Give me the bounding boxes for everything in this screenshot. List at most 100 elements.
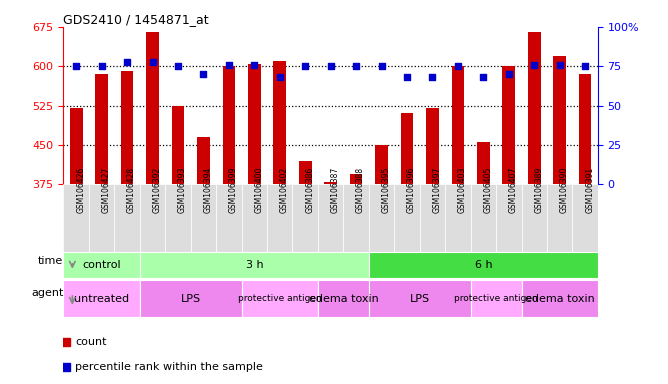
Point [504, 71, 514, 77]
Point [376, 63, 387, 69]
FancyBboxPatch shape [496, 184, 522, 252]
FancyBboxPatch shape [63, 184, 89, 252]
FancyBboxPatch shape [140, 252, 369, 278]
Text: protective antigen: protective antigen [454, 294, 538, 303]
Text: GSM106400: GSM106400 [255, 167, 263, 213]
Point [529, 61, 540, 68]
Bar [197, 137, 210, 184]
Bar [477, 142, 490, 184]
Point [325, 63, 336, 69]
Text: GSM106388: GSM106388 [356, 167, 365, 213]
Text: GSM106428: GSM106428 [127, 167, 136, 213]
Bar [578, 74, 591, 184]
Point [478, 74, 489, 80]
Text: control: control [82, 260, 121, 270]
Text: agent: agent [31, 288, 63, 298]
Text: GSM106394: GSM106394 [204, 167, 212, 213]
Bar [146, 32, 159, 184]
FancyBboxPatch shape [522, 280, 598, 317]
FancyBboxPatch shape [242, 184, 267, 252]
Point [172, 63, 183, 69]
Text: count: count [75, 337, 107, 347]
FancyBboxPatch shape [471, 280, 522, 317]
FancyBboxPatch shape [369, 184, 394, 252]
FancyBboxPatch shape [420, 184, 445, 252]
Text: GSM106405: GSM106405 [484, 167, 492, 213]
Point [249, 61, 260, 68]
Point [147, 58, 158, 65]
FancyBboxPatch shape [369, 280, 471, 317]
Text: 6 h: 6 h [474, 260, 492, 270]
FancyBboxPatch shape [343, 184, 369, 252]
Text: GSM106397: GSM106397 [432, 167, 442, 213]
Point [427, 74, 438, 80]
FancyBboxPatch shape [369, 252, 598, 278]
Point [554, 61, 565, 68]
Text: GSM106391: GSM106391 [585, 167, 594, 213]
Point [198, 71, 209, 77]
Text: time: time [38, 256, 63, 266]
Text: 3 h: 3 h [246, 260, 263, 270]
Point [275, 74, 285, 80]
Point [224, 61, 234, 68]
FancyBboxPatch shape [63, 280, 140, 317]
Bar [299, 161, 311, 184]
Bar [401, 114, 413, 184]
Bar [172, 106, 184, 184]
Bar [375, 145, 388, 184]
FancyBboxPatch shape [140, 280, 242, 317]
Text: LPS: LPS [180, 293, 201, 304]
FancyBboxPatch shape [216, 184, 242, 252]
Bar [273, 61, 286, 184]
Bar [553, 56, 566, 184]
Text: GDS2410 / 1454871_at: GDS2410 / 1454871_at [63, 13, 209, 26]
Point [71, 63, 81, 69]
Text: protective antigen: protective antigen [238, 294, 321, 303]
Point [122, 58, 132, 65]
Text: edema toxin: edema toxin [525, 293, 595, 304]
FancyBboxPatch shape [547, 184, 572, 252]
Bar [70, 108, 83, 184]
Text: GSM106399: GSM106399 [229, 167, 238, 213]
FancyBboxPatch shape [140, 184, 165, 252]
Text: percentile rank within the sample: percentile rank within the sample [75, 362, 263, 372]
Text: GSM106387: GSM106387 [331, 167, 339, 213]
Bar [452, 66, 464, 184]
Text: GSM106426: GSM106426 [76, 167, 86, 213]
FancyBboxPatch shape [318, 280, 369, 317]
FancyBboxPatch shape [572, 184, 598, 252]
Text: GSM106403: GSM106403 [458, 167, 467, 213]
FancyBboxPatch shape [267, 184, 293, 252]
FancyBboxPatch shape [522, 184, 547, 252]
Text: GSM106395: GSM106395 [381, 167, 391, 213]
Bar [248, 64, 261, 184]
Text: GSM106390: GSM106390 [560, 167, 568, 213]
Bar [426, 108, 439, 184]
Text: GSM106396: GSM106396 [407, 167, 416, 213]
FancyBboxPatch shape [165, 184, 190, 252]
FancyBboxPatch shape [318, 184, 343, 252]
Text: GSM106427: GSM106427 [102, 167, 111, 213]
Text: GSM106386: GSM106386 [305, 167, 314, 213]
FancyBboxPatch shape [471, 184, 496, 252]
FancyBboxPatch shape [114, 184, 140, 252]
Bar [96, 74, 108, 184]
Bar [528, 32, 540, 184]
Text: GSM106389: GSM106389 [534, 167, 543, 213]
Point [351, 63, 361, 69]
Text: edema toxin: edema toxin [309, 293, 378, 304]
Text: GSM106402: GSM106402 [280, 167, 289, 213]
Bar [121, 71, 134, 184]
FancyBboxPatch shape [190, 184, 216, 252]
Bar [222, 66, 235, 184]
FancyBboxPatch shape [445, 184, 471, 252]
Point [401, 74, 412, 80]
FancyBboxPatch shape [89, 184, 114, 252]
Bar [502, 66, 515, 184]
FancyBboxPatch shape [293, 184, 318, 252]
FancyBboxPatch shape [394, 184, 420, 252]
Text: LPS: LPS [409, 293, 430, 304]
Text: GSM106393: GSM106393 [178, 167, 187, 213]
Text: untreated: untreated [74, 293, 129, 304]
Point [452, 63, 463, 69]
